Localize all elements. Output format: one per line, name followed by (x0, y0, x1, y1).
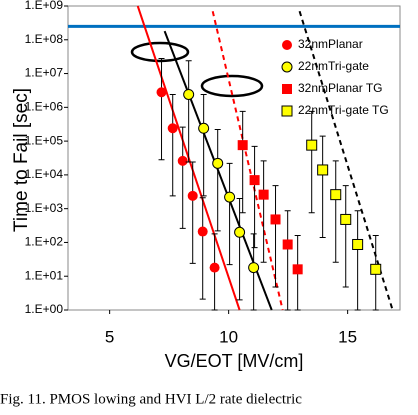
caption: Fig. 11. PMOS lowing and HVI L/2 rate di… (0, 391, 302, 407)
data-point (258, 189, 269, 200)
data-point (248, 262, 260, 274)
error-bar (272, 185, 279, 288)
x-axis-label: VG/EOT [MV/cm] (165, 351, 304, 371)
data-point (317, 164, 329, 176)
data-point (197, 226, 208, 237)
legend-marker (282, 84, 292, 94)
annotation-ellipse (130, 41, 190, 63)
annotation-ellipse (200, 74, 264, 98)
error-bar (251, 145, 258, 249)
data-point (224, 191, 236, 203)
error-bar (284, 210, 291, 311)
error-bar (199, 197, 206, 300)
error-bar (236, 197, 243, 301)
data-point (340, 213, 352, 225)
error-bar (214, 129, 221, 232)
legend-label: 22nmTri-gate (298, 59, 369, 73)
legend-label: 32nmPlanar (298, 37, 363, 51)
error-bar (332, 160, 339, 263)
y-tick-label: 1.E+07 (25, 66, 64, 80)
data-point (212, 157, 224, 169)
error-bar (354, 210, 361, 311)
y-tick-label: 1.E+02 (25, 235, 64, 249)
y-tick-label: 1.E+00 (25, 302, 64, 316)
error-bar (239, 110, 246, 214)
legend-label: 32nmPlanar TG (298, 81, 383, 95)
data-point (282, 239, 293, 250)
error-bar (185, 60, 192, 163)
data-point (370, 263, 382, 275)
y-tick-label: 1.E+09 (25, 0, 64, 12)
error-bar (260, 160, 267, 263)
y-axis-label: Time to Fail [sec] (11, 88, 32, 232)
fit-line (298, 10, 394, 311)
legend-marker (281, 105, 293, 117)
data-point (249, 175, 260, 186)
data-point (183, 88, 195, 100)
y-tick-label: 1.E+08 (25, 32, 64, 46)
y-tick-label: 1.E+01 (25, 268, 64, 282)
x-tick-label: 5 (105, 327, 114, 346)
error-bar (169, 93, 176, 197)
error-bar (308, 110, 315, 214)
data-point (167, 123, 178, 134)
data-point (330, 189, 342, 201)
y-tick-label: 1.E+05 (25, 133, 64, 147)
plot-area (67, 5, 401, 311)
data-point (234, 226, 246, 238)
x-tick-label: 15 (338, 327, 357, 346)
data-point (306, 139, 318, 151)
fit-line (211, 11, 284, 311)
data-point (209, 262, 220, 273)
data-point (352, 238, 364, 250)
error-bar (158, 57, 165, 161)
error-bar (319, 135, 326, 239)
error-bar (200, 93, 207, 197)
data-point (292, 264, 303, 275)
data-point (270, 214, 281, 225)
y-tick-label: 1.E+04 (25, 167, 64, 181)
error-bar (179, 126, 186, 229)
legend-marker (281, 61, 293, 73)
y-tick-label: 1.E+06 (25, 100, 64, 114)
data-point (187, 190, 198, 201)
data-point (198, 122, 210, 134)
data-point (156, 87, 167, 98)
error-bar (226, 162, 233, 266)
data-point (237, 140, 248, 151)
y-tick-label: 1.E+03 (25, 201, 64, 215)
data-point (177, 155, 188, 166)
legend-marker (282, 40, 292, 50)
error-bar (342, 185, 349, 288)
x-tick-label: 10 (219, 327, 238, 346)
legend-label: 22nmTri-gate TG (298, 103, 389, 117)
